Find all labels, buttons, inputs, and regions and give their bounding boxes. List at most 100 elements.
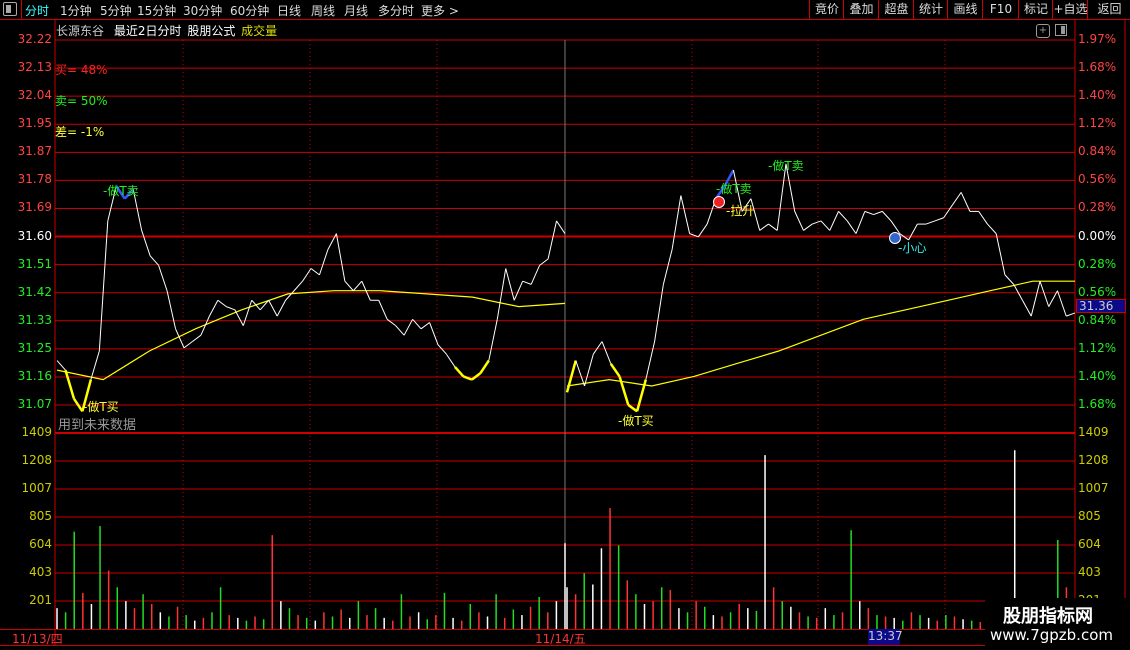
pct-tick: 1.68%: [1078, 60, 1117, 75]
toolbar-button-1[interactable]: 叠加: [843, 0, 879, 19]
cursor-time: 13:37: [868, 629, 903, 645]
price-line-segment: [293, 280, 303, 292]
toolbar-button-7[interactable]: +自选: [1052, 0, 1088, 19]
tab-1[interactable]: 1分钟: [60, 4, 92, 18]
tab-6[interactable]: 日线: [277, 4, 302, 18]
volume-tick: 805: [29, 509, 52, 523]
price-line-segment: [344, 280, 354, 292]
price-line-segment: [268, 300, 278, 317]
pct-tick: 0.84%: [1078, 144, 1117, 159]
pct-tick: 1.97%: [1078, 32, 1117, 46]
toolbar-button-2[interactable]: 超盘: [878, 0, 914, 19]
pct-tick: 1.12%: [1078, 340, 1117, 355]
price-line-segment: [192, 334, 202, 342]
price-line-segment: [251, 299, 261, 311]
price-line-segment: [618, 376, 630, 406]
pct-tick: 1.68%: [1078, 397, 1117, 412]
price-line-segment: [276, 300, 287, 317]
price-line-segment: [838, 211, 848, 222]
price-line-segment: [864, 210, 874, 216]
price-line-segment: [899, 233, 909, 241]
price-line-segment: [217, 299, 227, 308]
price-tick: 32.22: [17, 32, 52, 46]
price-line-segment: [395, 325, 405, 336]
toolbar-button-3[interactable]: 统计: [913, 0, 948, 19]
price-tick: 31.69: [17, 200, 52, 215]
price-line-segment: [995, 233, 1006, 275]
price-line-segment: [166, 290, 177, 329]
price-line-segment: [158, 265, 168, 291]
indicator-name[interactable]: 成交量: [241, 24, 278, 38]
price-line-segment: [437, 344, 447, 355]
price-line-segment: [259, 299, 270, 311]
price-line-segment: [846, 220, 857, 234]
layout-icon[interactable]: [1055, 24, 1067, 36]
price-line-segment: [873, 210, 883, 216]
tab-10[interactable]: 更多 >: [421, 4, 459, 18]
volume-tick: 1208: [1078, 453, 1109, 467]
price-line-segment: [471, 372, 482, 381]
price-line-segment: [697, 223, 708, 238]
price-tick: 31.51: [17, 256, 52, 271]
price-line-segment: [609, 363, 621, 378]
panel-toggle-icon[interactable]: [3, 2, 17, 16]
tab-0[interactable]: 分时: [25, 4, 50, 18]
price-line-segment: [335, 233, 346, 282]
price-line-segment: [768, 223, 778, 231]
price-tick: 31.60: [17, 228, 52, 243]
tab-5[interactable]: 60分钟: [230, 4, 270, 18]
pct-tick: 0.56%: [1078, 284, 1117, 299]
price-line-segment: [285, 290, 295, 301]
formula-name: 股朋公式: [187, 24, 236, 38]
toolbar-button-0[interactable]: 竟价: [809, 0, 844, 19]
price-line-segment: [881, 211, 892, 222]
price-line-segment: [1066, 312, 1076, 317]
price-line-segment: [1057, 290, 1067, 317]
price-tick: 31.33: [17, 312, 52, 327]
toolbar-button-6[interactable]: 标记: [1018, 0, 1053, 19]
pct-tick: 0.00%: [1078, 228, 1117, 243]
tab-9[interactable]: 多分时: [378, 4, 415, 18]
toolbar-button-8[interactable]: 返回: [1087, 0, 1130, 19]
volume-tick: 604: [29, 537, 52, 551]
pct-tick: 1.40%: [1078, 368, 1117, 383]
price-line-segment: [175, 328, 185, 349]
volume-tick: 1208: [21, 453, 52, 467]
price-line-segment: [64, 369, 76, 400]
tab-7[interactable]: 周线: [311, 4, 336, 18]
price-line-segment: [1022, 300, 1032, 317]
price-line-segment: [1004, 274, 1015, 285]
price-line-segment: [951, 192, 962, 206]
toolbar-button-4[interactable]: 画线: [947, 0, 983, 19]
price-line-segment: [662, 249, 673, 285]
price-line-segment: [978, 211, 988, 225]
pct-tick: 1.40%: [1078, 88, 1117, 103]
caution-icon: [889, 232, 901, 244]
price-line-segment: [234, 309, 244, 326]
tab-3[interactable]: 15分钟: [137, 4, 177, 18]
future-data-warning: 用到未来数据: [58, 418, 137, 433]
price-line-segment: [812, 220, 822, 225]
price-line-segment: [776, 163, 787, 231]
signal-rise: -拉升: [726, 204, 755, 218]
signal-label: 做T卖: [772, 159, 804, 173]
price-line-segment: [420, 322, 430, 330]
price-line-segment: [453, 366, 465, 378]
price-line-segment: [732, 170, 743, 212]
watermark: 股朋指标网 www.7gpzb.com: [985, 598, 1130, 650]
price-line-segment: [627, 403, 638, 413]
price-line-segment: [741, 198, 752, 212]
price-line-segment: [429, 322, 439, 345]
price-line-segment: [530, 265, 541, 285]
current-price-tag: 31.36: [1076, 299, 1126, 313]
toolbar-button-5[interactable]: F10: [982, 0, 1019, 19]
tab-8[interactable]: 月线: [344, 4, 369, 18]
signal-sell: -做T卖: [103, 184, 139, 198]
tab-2[interactable]: 5分钟: [100, 4, 132, 18]
tab-4[interactable]: 30分钟: [183, 4, 223, 18]
price-line-segment: [302, 268, 312, 282]
expand-icon[interactable]: +: [1036, 24, 1050, 38]
price-line-segment: [446, 353, 456, 368]
price-tick: 31.42: [17, 284, 52, 299]
